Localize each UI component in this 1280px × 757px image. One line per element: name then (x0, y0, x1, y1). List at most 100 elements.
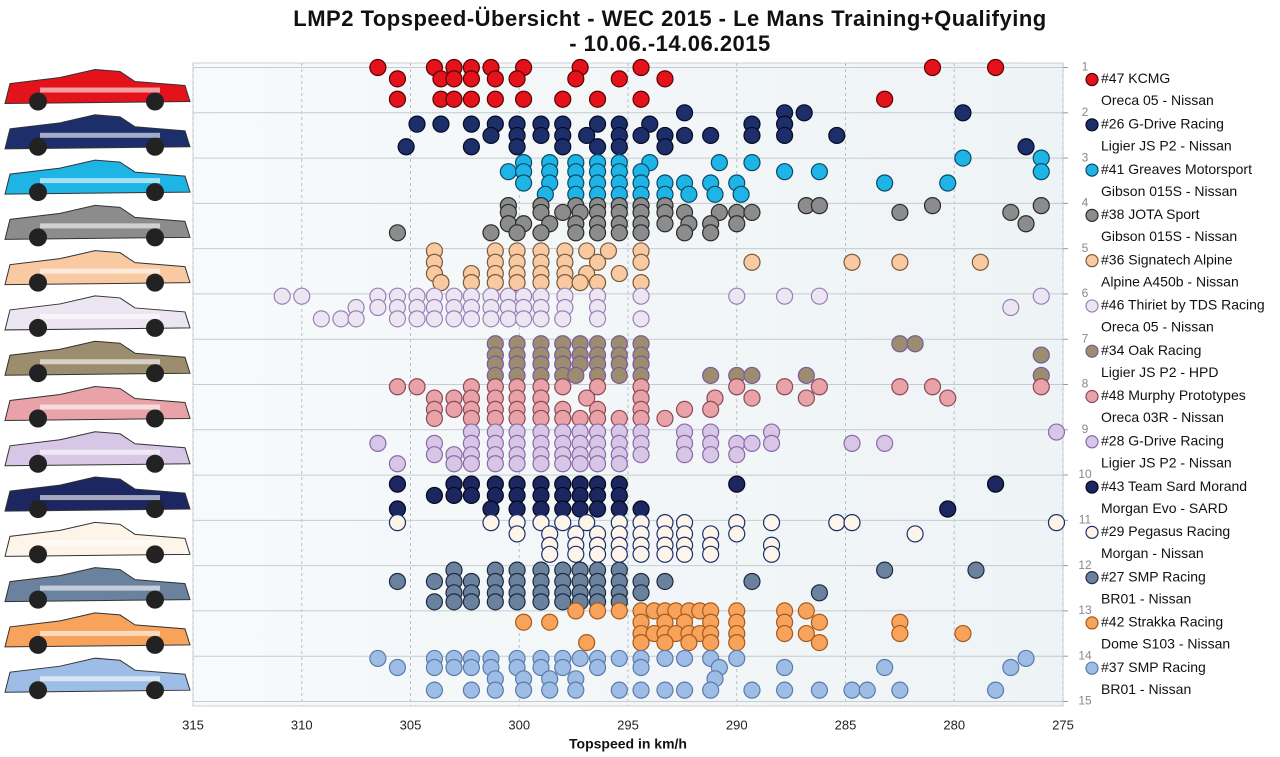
data-point (532, 514, 550, 532)
data-point (656, 681, 674, 699)
data-point (408, 378, 426, 396)
data-point (508, 224, 526, 242)
data-point (445, 486, 463, 505)
car-wheel (29, 545, 47, 564)
data-point (388, 514, 407, 532)
car-wheel (29, 318, 47, 337)
legend-marker (1085, 163, 1099, 177)
data-point (797, 602, 815, 620)
car-body (4, 612, 191, 648)
data-point (743, 366, 761, 385)
data-point (1047, 514, 1066, 532)
data-point (1002, 203, 1020, 222)
data-point (571, 274, 589, 292)
data-point (541, 613, 559, 631)
data-point (906, 525, 924, 543)
data-point (514, 681, 533, 699)
data-point (408, 115, 426, 133)
data-point (728, 634, 746, 652)
legend-sublabel: Ligier JS P2 - Nissan (1101, 138, 1232, 154)
car-wheel (29, 681, 47, 700)
data-point (728, 649, 746, 668)
data-point (554, 514, 572, 532)
data-point (508, 138, 526, 156)
data-point (1002, 658, 1020, 677)
car-body (4, 69, 191, 105)
data-point (891, 681, 909, 699)
car-image (4, 385, 191, 428)
data-point (656, 70, 674, 88)
car-stripe (40, 359, 160, 365)
data-point (425, 681, 444, 699)
data-point (775, 126, 794, 145)
data-point (588, 90, 607, 108)
car-image (4, 340, 191, 383)
data-point (702, 366, 720, 385)
data-point (541, 681, 559, 699)
x-tick-label: 295 (617, 717, 639, 732)
legend-sublabel: Ligier JS P2 - HPD (1101, 364, 1218, 380)
data-point (810, 634, 829, 652)
data-point (588, 545, 607, 563)
car-wheel (146, 318, 164, 337)
data-point (743, 253, 761, 271)
data-point (858, 681, 876, 699)
data-point (728, 215, 746, 233)
data-point (675, 545, 694, 563)
data-point (876, 561, 894, 579)
car-stripe (40, 87, 160, 93)
data-point (532, 310, 550, 328)
data-point (656, 215, 674, 233)
car-stripe (40, 178, 160, 184)
data-point (939, 174, 957, 192)
data-point (795, 104, 813, 122)
legend-label: #41 Greaves Motorsport (1101, 161, 1252, 177)
data-point (293, 287, 311, 305)
legend-sublabel: Alpine A450b - Nissan (1101, 273, 1239, 289)
data-point (743, 572, 761, 591)
car-wheel (146, 409, 164, 428)
data-point (656, 138, 674, 156)
data-point (610, 545, 628, 563)
data-point (425, 486, 444, 505)
data-point (1032, 287, 1050, 305)
data-point (939, 389, 957, 407)
car-body (4, 340, 191, 376)
legend-sublabel: Dome S103 - Nissan (1101, 636, 1230, 652)
data-point (388, 70, 407, 88)
data-point (632, 681, 650, 699)
data-point (632, 126, 650, 145)
legend-marker (1085, 571, 1099, 585)
legend-marker (1085, 616, 1099, 630)
data-point (388, 378, 407, 396)
car-stripe (40, 630, 160, 636)
data-point (954, 624, 972, 643)
legend-sublabel: Oreca 05 - Nissan (1101, 319, 1214, 335)
car-stripe (40, 132, 160, 138)
data-point (388, 310, 407, 328)
data-point (775, 681, 794, 699)
data-point (702, 126, 720, 145)
car-wheel (146, 545, 164, 564)
data-point (702, 446, 720, 464)
data-point (610, 264, 628, 283)
data-point (775, 658, 794, 677)
car-wheel (29, 364, 47, 383)
data-point (828, 514, 846, 532)
data-point (810, 163, 829, 181)
data-point (675, 126, 694, 145)
car-wheel (146, 454, 164, 473)
data-point (610, 455, 628, 473)
legend-label: #34 Oak Racing (1101, 342, 1201, 358)
y-tick-label: 7 (1082, 331, 1089, 345)
car-wheel (29, 454, 47, 473)
data-point (843, 681, 861, 699)
car-image (4, 250, 191, 292)
data-point (986, 475, 1005, 493)
data-point (532, 224, 550, 242)
data-point (425, 593, 444, 611)
data-point (486, 593, 504, 611)
data-point (675, 400, 694, 419)
car-image (4, 431, 191, 473)
